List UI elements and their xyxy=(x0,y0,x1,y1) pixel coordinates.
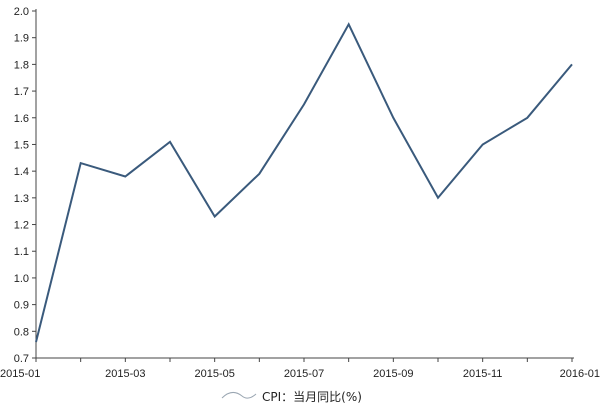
series-line-cpi xyxy=(35,22,573,343)
legend: CPI：当月同比(%) xyxy=(221,390,362,404)
y-tick-label: 1.7 xyxy=(14,86,29,98)
y-tick-label: 0.9 xyxy=(14,300,29,312)
y-tick-label: 1.3 xyxy=(14,193,29,205)
legend-label: CPI：当月同比(%) xyxy=(262,390,362,404)
y-tick-label: 2.0 xyxy=(14,6,29,18)
y-tick-label: 1.6 xyxy=(14,113,29,125)
x-tick-label: 2015-11 xyxy=(463,368,503,380)
y-tick-label: 0.8 xyxy=(14,326,29,338)
y-tick-label: 1.4 xyxy=(14,166,29,178)
x-tick-label: 2015-05 xyxy=(194,368,234,380)
legend-swatch xyxy=(221,392,257,399)
x-tick-label: 2015-09 xyxy=(373,368,413,380)
x-axis-ticks: 2015-01 2015-03 2015-05 2015-07 2015-09 2015-… xyxy=(0,358,600,380)
y-tick-label: 1.8 xyxy=(14,59,29,71)
y-tick-label: 0.7 xyxy=(14,353,29,365)
plot-area: 0.7 0.8 0.9 1.0 1.1 1.2 1.3 1.4 1.5 1.6 1.7 1.8 1.9 2… xyxy=(0,6,600,380)
y-tick-label: 1.5 xyxy=(14,139,29,151)
x-tick-label: 2015-07 xyxy=(284,368,324,380)
x-tick-label: 2016-01 xyxy=(560,368,600,380)
y-tick-label: 1.0 xyxy=(14,273,29,285)
x-tick-label: 2015-01 xyxy=(0,368,40,380)
y-tick-label: 1.2 xyxy=(14,220,29,232)
y-tick-label: 1.9 xyxy=(14,33,29,45)
y-tick-label: 1.1 xyxy=(14,246,29,258)
y-axis-ticks: 0.7 0.8 0.9 1.0 1.1 1.2 1.3 1.4 1.5 1.6 1.7 1.8 1.9 2… xyxy=(14,6,36,365)
x-tick-label: 2015-03 xyxy=(105,368,145,380)
